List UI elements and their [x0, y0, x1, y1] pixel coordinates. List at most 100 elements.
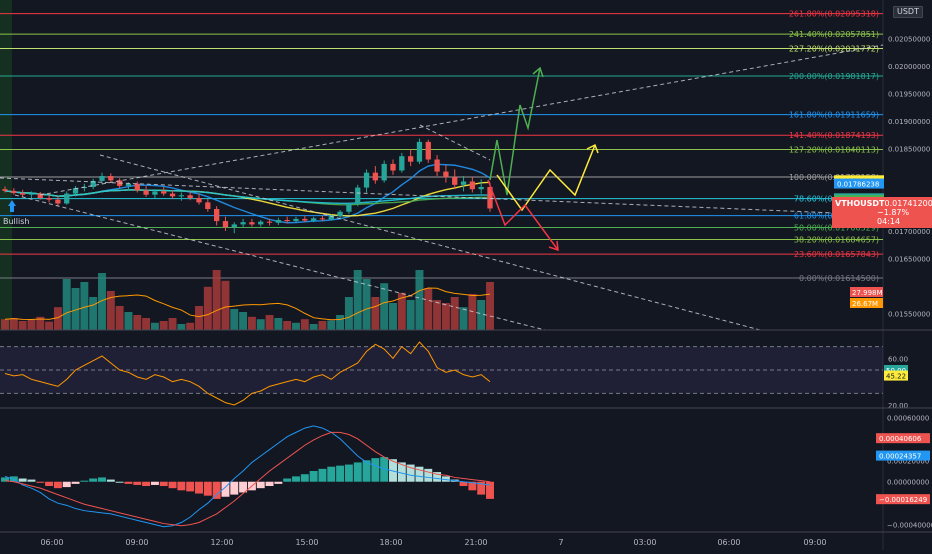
- candle-body: [2, 189, 7, 191]
- currency-label[interactable]: USDT: [893, 6, 923, 18]
- candle-body: [417, 142, 422, 162]
- macd-histogram-bar: [80, 481, 88, 482]
- volume-bar: [486, 282, 494, 330]
- fib-level-label: 227.20%(0.02031772): [789, 45, 879, 54]
- macd-histogram-bar: [213, 482, 221, 499]
- price-tag-label: 0.01786238: [837, 181, 879, 189]
- price-scale-background: [883, 0, 932, 550]
- candle-body: [258, 222, 263, 225]
- volume-bar: [336, 315, 344, 330]
- volume-bar: [310, 324, 318, 330]
- macd-histogram-bar: [98, 477, 106, 481]
- candle-body: [364, 173, 369, 188]
- bullish-annotation: Bullish: [3, 217, 29, 226]
- candle-body: [390, 164, 395, 171]
- candle-body: [470, 182, 475, 190]
- volume-bar: [442, 303, 450, 330]
- candle-body: [452, 177, 457, 185]
- volume-tag-label: 27.998M: [852, 289, 883, 297]
- volume-bar: [133, 315, 141, 330]
- candle-body: [126, 184, 131, 186]
- candle-body: [55, 200, 60, 204]
- volume-bar: [283, 321, 291, 330]
- time-tick-label: 06:00: [717, 538, 740, 547]
- volume-bar: [142, 318, 150, 330]
- candle-body: [64, 194, 69, 204]
- candle-body: [240, 222, 245, 224]
- volume-bar: [19, 321, 27, 330]
- candle-body: [46, 198, 51, 200]
- macd-histogram-bar: [274, 482, 282, 484]
- macd-tick-label: −0.00040000: [887, 522, 932, 530]
- symbol-tag: VTHOUSDT 0.01741200 −1.87% 04:14: [832, 197, 932, 228]
- macd-histogram-bar: [27, 480, 35, 482]
- volume-bar: [415, 270, 423, 330]
- candle-body: [143, 190, 148, 194]
- macd-tag-label: −0.00016249: [879, 496, 927, 504]
- volume-bar: [327, 320, 335, 330]
- symbol-name: VTHOUSDT: [835, 199, 885, 208]
- volume-bar: [177, 324, 185, 330]
- candle-body: [188, 195, 193, 198]
- macd-histogram-bar: [195, 482, 203, 494]
- macd-histogram-bar: [336, 466, 344, 482]
- macd-histogram-bar: [142, 482, 150, 486]
- candle-body: [108, 176, 113, 180]
- candle-body: [293, 219, 298, 221]
- macd-histogram-bar: [63, 482, 71, 487]
- volume-bar: [389, 303, 397, 330]
- macd-histogram-bar: [36, 482, 44, 483]
- candle-body: [135, 184, 140, 191]
- bar-countdown: 04:14: [835, 217, 929, 226]
- macd-histogram-bar: [54, 482, 62, 488]
- volume-bar: [221, 281, 229, 330]
- price-tick-label: 0.01850000: [888, 146, 930, 154]
- macd-histogram-bar: [230, 482, 238, 495]
- macd-histogram-bar: [89, 479, 97, 482]
- rsi-tick-label: 20.00: [888, 402, 908, 410]
- macd-histogram-bar: [301, 474, 309, 482]
- rsi-tag-label: 45.22: [886, 373, 906, 381]
- volume-bar: [239, 312, 247, 330]
- volume-bar: [116, 306, 124, 330]
- macd-histogram-bar: [45, 482, 53, 486]
- volume-bar: [424, 288, 432, 330]
- macd-histogram-bar: [424, 469, 432, 482]
- volume-bar: [257, 319, 265, 330]
- volume-bar: [63, 279, 71, 330]
- volume-bar: [451, 297, 459, 330]
- volume-bar: [266, 315, 274, 330]
- volume-bar: [274, 318, 282, 330]
- candle-body: [276, 220, 281, 223]
- candle-body: [355, 188, 360, 205]
- candle-body: [302, 219, 307, 221]
- volume-bar: [345, 297, 353, 330]
- volume-bar: [371, 297, 379, 330]
- volume-bar: [248, 317, 256, 330]
- volume-bar: [186, 323, 194, 330]
- volume-bar: [477, 300, 485, 330]
- macd-histogram-bar: [345, 465, 353, 482]
- macd-histogram-bar: [186, 482, 194, 492]
- volume-bar: [45, 322, 53, 330]
- candle-body: [399, 156, 404, 170]
- candle-body: [99, 176, 104, 181]
- fib-level-label: 200.00%(0.01981817): [789, 72, 879, 81]
- time-tick-label: 09:00: [125, 538, 148, 547]
- candle-body: [337, 212, 342, 216]
- last-price: 0.01741200: [885, 199, 932, 208]
- macd-tag-label: 0.00040606: [879, 435, 922, 443]
- macd-histogram-bar: [310, 471, 318, 482]
- candle-body: [461, 182, 466, 185]
- candle-body: [161, 191, 166, 193]
- time-tick-label: 06:00: [40, 538, 63, 547]
- candle-body: [196, 198, 201, 202]
- price-tick-label: 0.01700000: [888, 228, 930, 236]
- volume-bar: [151, 323, 159, 330]
- rsi-tick-label: 60.00: [888, 355, 908, 363]
- fib-level-label: 127.20%(0.01848113): [789, 146, 879, 155]
- candle-body: [434, 160, 439, 172]
